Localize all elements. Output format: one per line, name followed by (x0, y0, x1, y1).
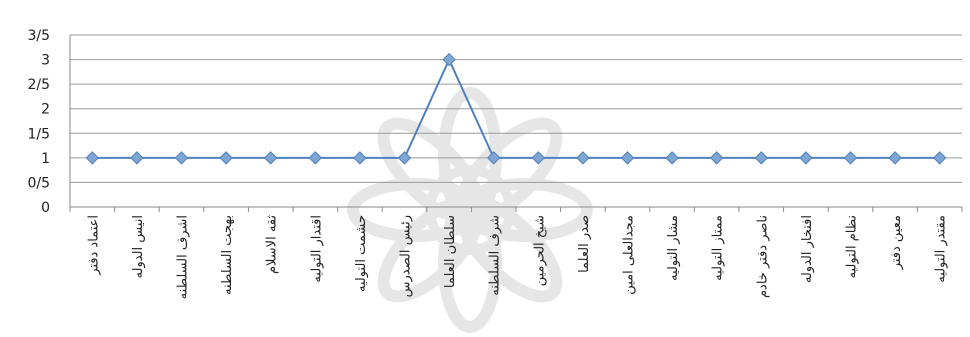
data-point-marker (353, 151, 367, 165)
data-point-marker (709, 151, 724, 165)
watermark-emblem (347, 87, 593, 333)
y-tick-label: 0/5 (27, 175, 50, 191)
x-tick-label: سلطان العلما (443, 215, 458, 288)
x-tick-label: اشرف السلطنه (176, 215, 191, 299)
x-tick-label: مشار التولیه (666, 215, 681, 281)
data-point-marker (308, 151, 323, 165)
x-tick-label: شیخ الحرمین (532, 215, 547, 286)
x-tick-label: اقتدار التولیه (309, 215, 324, 283)
data-point-marker (174, 151, 189, 165)
data-point-marker (843, 151, 858, 165)
x-tick-label: نظام التولیه (845, 215, 860, 279)
y-tick-label: 0 (41, 200, 50, 216)
x-tick-label: صدر العلما (577, 215, 592, 273)
data-point-marker (754, 151, 769, 165)
data-point-marker (665, 151, 679, 165)
data-point-marker (576, 151, 590, 165)
y-tick-label: 2/5 (27, 77, 50, 93)
data-point-marker (799, 151, 813, 165)
data-point-marker (486, 151, 501, 165)
x-tick-label: ناصر دفتر خادم (755, 215, 770, 298)
data-point-marker (531, 151, 546, 165)
y-tick-label: 3 (41, 53, 50, 69)
data-point-marker (263, 151, 278, 165)
series-line (92, 57, 940, 159)
watermark-core (425, 165, 515, 255)
data-point-marker (442, 52, 456, 67)
x-tick-label: انیس الدوله (131, 215, 146, 278)
x-tick-label: ممتاز التولیه (711, 215, 726, 281)
data-point-marker (130, 151, 144, 165)
watermark-petal (455, 195, 563, 303)
x-tick-label: معین دفتر (889, 215, 904, 270)
x-tick-label: رئیس الصدرس (399, 215, 414, 297)
y-axis-ticks: 0 0/5 1 1/5 2 2/5 3 3/5 (27, 28, 50, 216)
x-tick-label: شرف السلطنه (488, 215, 503, 296)
data-point-marker (219, 151, 233, 165)
x-tick-label: اعتماد دفتر (86, 215, 101, 276)
x-tick-label: حشمت التولیه (354, 215, 369, 292)
data-point-marker (397, 151, 412, 165)
x-axis-ticks: اعتماد دفتر انیس الدوله اشرف السلطنه بهجت ا… (86, 215, 948, 300)
watermark-petal (457, 178, 593, 242)
x-tick-label: ثقه الاسلام (265, 215, 280, 274)
data-point-marker (620, 151, 635, 165)
watermark-petal (347, 178, 483, 242)
data-point-marker (888, 151, 902, 165)
data-point-marker (932, 151, 947, 165)
series-group (85, 52, 947, 165)
watermark-petal (438, 197, 502, 333)
axes (69, 35, 963, 212)
y-tick-label: 1 (41, 151, 50, 167)
x-tick-label: افتخار الدوله (800, 215, 815, 283)
x-tick-label: بهجت السلطنه (220, 215, 235, 295)
x-tick-label: مجدالعلی امین (622, 215, 637, 295)
x-tick-label: مقتدر التولیه (934, 215, 949, 283)
y-tick-label: 1/5 (27, 126, 50, 142)
watermark-petal (377, 117, 485, 225)
y-tick-label: 3/5 (27, 28, 50, 44)
watermark-petal (377, 195, 485, 303)
y-tick-label: 2 (41, 102, 50, 118)
data-point-marker (85, 151, 100, 165)
